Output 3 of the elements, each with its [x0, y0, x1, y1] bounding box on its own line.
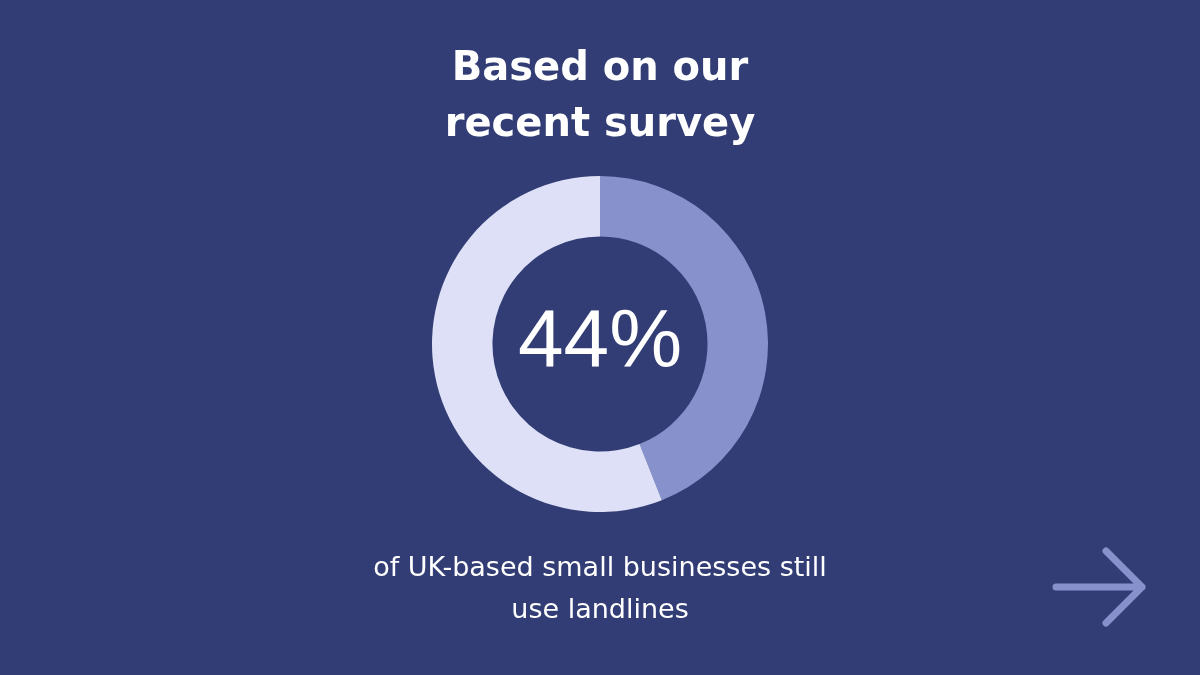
data-label: 44% — [517, 292, 683, 384]
text: of UK-based small businesses still use landlines — [372, 550, 828, 626]
chart-title: Based on our recent survey — [443, 42, 757, 147]
